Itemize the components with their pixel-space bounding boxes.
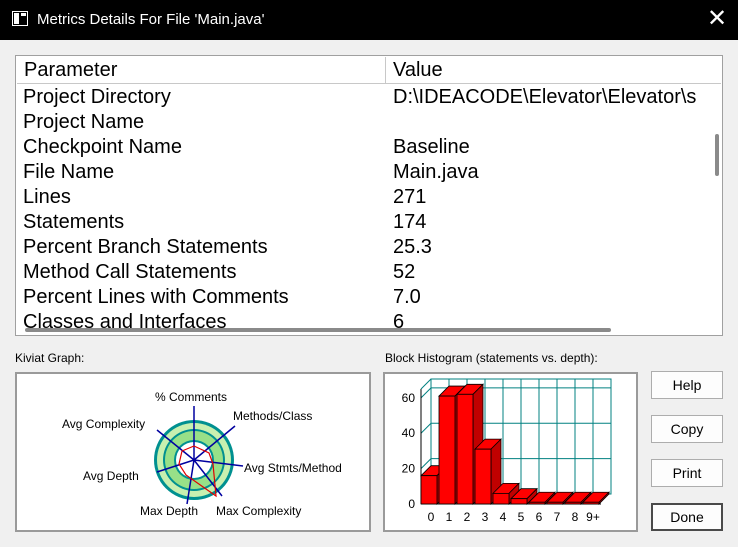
axis-max-depth (186, 459, 195, 505)
histogram-x-tick: 9+ (586, 510, 600, 524)
window-icon (12, 11, 28, 26)
histogram-x-tick: 7 (554, 510, 561, 524)
axis-max-complexity (193, 459, 223, 497)
value-cell: 271 (393, 186, 427, 208)
kiviat-value-polygon (178, 445, 217, 498)
done-button[interactable]: Done (651, 503, 723, 531)
horizontal-scrollbar[interactable] (17, 322, 721, 334)
parameter-cell: Classes and Interfaces (23, 311, 227, 333)
histogram-bar (528, 501, 546, 505)
parameter-cell: Project Name (23, 111, 145, 133)
parameter-cell: Percent Branch Statements (23, 236, 268, 258)
help-button[interactable]: Help (651, 371, 723, 399)
axis-avg-depth (156, 459, 195, 473)
kiviat-axis-label: Max Complexity (216, 504, 301, 518)
column-header-value[interactable]: Value (393, 59, 443, 81)
histogram-y-tick: 60 (402, 391, 416, 405)
close-button[interactable]: ✕ (706, 5, 728, 32)
histogram-grid-side (420, 387, 432, 399)
histogram-x-tick: 0 (428, 510, 435, 524)
axis-avg-complexity (156, 429, 195, 461)
histogram-x-tick: 8 (572, 510, 579, 524)
kiviat-axis-label: Methods/Class (233, 409, 312, 423)
kiviat-axis-label: % Comments (155, 390, 227, 404)
histogram-x-tick: 4 (500, 510, 507, 524)
value-cell: 7.0 (393, 286, 421, 308)
histogram-bar (546, 501, 564, 505)
histogram-x-tick: 2 (464, 510, 471, 524)
kiviat-label: Kiviat Graph: (15, 351, 85, 365)
histogram-grid-side (420, 422, 432, 434)
copy-button[interactable]: Copy (651, 415, 723, 443)
table-row[interactable]: Lines 271 (17, 185, 721, 210)
print-button[interactable]: Print (651, 459, 723, 487)
kiviat-axis-label: Avg Complexity (62, 417, 145, 431)
histogram-bar (420, 475, 438, 505)
table-row[interactable]: Classes and Interfaces 6 (17, 310, 721, 335)
value-cell: Main.java (393, 161, 479, 183)
parameter-cell: Project Directory (23, 86, 171, 108)
value-cell: 52 (393, 261, 416, 283)
histogram-grid-side (420, 458, 432, 469)
histogram-y-tick: 40 (402, 426, 416, 440)
histogram-label: Block Histogram (statements vs. depth): (385, 351, 598, 365)
parameter-cell: Checkpoint Name (23, 136, 182, 158)
value-cell: 6 (393, 311, 405, 333)
window-title: Metrics Details For File 'Main.java' (37, 11, 265, 28)
horizontal-scroll-thumb[interactable] (25, 328, 611, 332)
kiviat-axis-label: Avg Stmts/Method (244, 461, 342, 475)
histogram-bar (492, 492, 510, 505)
table-row[interactable]: File Name Main.java (17, 160, 721, 185)
histogram-x-tick: 3 (482, 510, 489, 524)
title-bar: Metrics Details For File 'Main.java' ✕ (0, 0, 738, 40)
value-cell: 174 (393, 211, 427, 233)
metrics-table[interactable]: Parameter Value Project Directory D:\IDEA… (15, 55, 723, 336)
table-row[interactable]: Project Name (17, 110, 721, 135)
vertical-scroll-thumb[interactable] (715, 134, 719, 176)
table-row[interactable]: Project Directory D:\IDEACODE\Elevator\El… (17, 85, 721, 110)
axis-avg-stmts (193, 459, 244, 467)
kiviat-svg: % Comments Methods/Class Avg Stmts/Metho… (62, 390, 342, 518)
table-row[interactable]: Method Call Statements 52 (17, 260, 721, 285)
histogram-bar (474, 448, 492, 505)
histogram-y-tick: 20 (402, 462, 416, 476)
column-header-parameter[interactable]: Parameter (17, 57, 386, 83)
histogram-bar (456, 393, 474, 505)
kiviat-graph: % Comments Methods/Class Avg Stmts/Metho… (15, 372, 371, 532)
value-cell: Baseline (393, 136, 470, 158)
axis-methods-class (193, 425, 236, 461)
kiviat-axis-label: Max Depth (140, 504, 198, 518)
histogram-y-axis-depth (420, 378, 432, 390)
table-row[interactable]: Percent Branch Statements 25.3 (17, 235, 721, 260)
histogram-x-tick: 6 (536, 510, 543, 524)
kiviat-axis-label: Avg Depth (83, 469, 139, 483)
table-row[interactable]: Percent Lines with Comments 7.0 (17, 285, 721, 310)
parameter-cell: Method Call Statements (23, 261, 237, 283)
table-row[interactable]: Statements 174 (17, 210, 721, 235)
histogram-bar (582, 501, 600, 505)
parameter-cell: Statements (23, 211, 125, 233)
histogram-y-tick: 0 (408, 497, 415, 511)
histogram-bar (510, 498, 528, 505)
block-histogram: 0 20 40 60 0 1 2 3 4 5 6 7 8 9+ (383, 372, 638, 532)
histogram-bar (438, 395, 456, 505)
parameter-cell: File Name (23, 161, 115, 183)
table-header: Parameter Value (17, 57, 721, 84)
table-row[interactable]: Checkpoint Name Baseline (17, 135, 721, 160)
histogram-bar (564, 501, 582, 505)
vertical-scrollbar[interactable] (712, 84, 722, 320)
value-cell: 25.3 (393, 236, 432, 258)
parameter-cell: Percent Lines with Comments (23, 286, 289, 308)
value-cell: D:\IDEACODE\Elevator\Elevator\s (393, 86, 697, 108)
histogram-x-tick: 1 (446, 510, 453, 524)
kiviat-axes (156, 406, 244, 505)
histogram-x-tick: 5 (518, 510, 525, 524)
parameter-cell: Lines (23, 186, 71, 208)
